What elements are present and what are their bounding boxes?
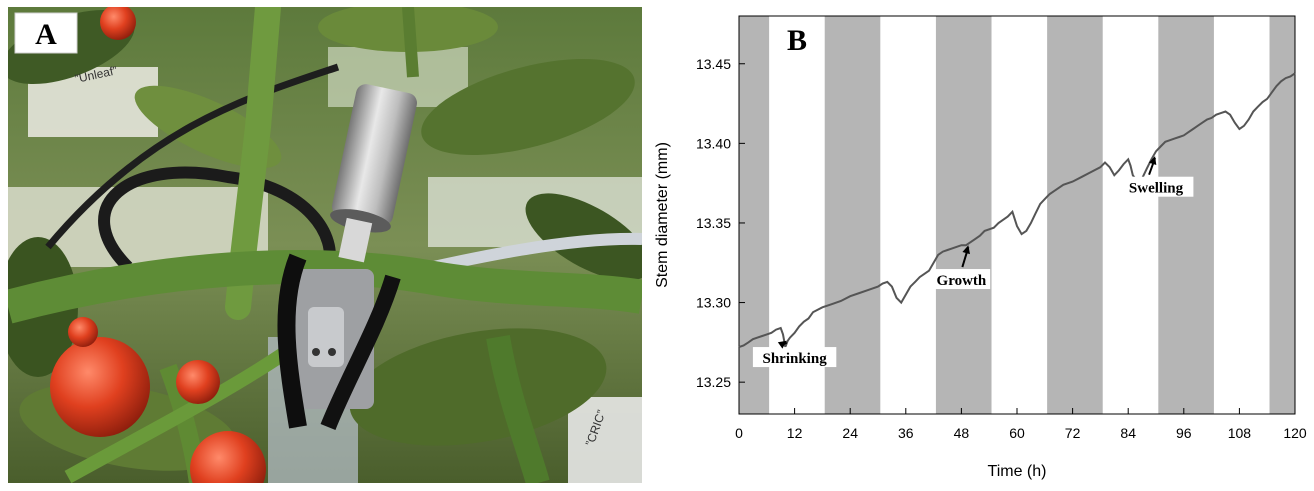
- y-tick-label: 13.40: [696, 135, 731, 151]
- x-tick-label: 60: [1009, 425, 1025, 441]
- x-tick-label: 72: [1065, 425, 1081, 441]
- y-tick-label: 13.30: [696, 295, 731, 311]
- x-tick-label: 12: [787, 425, 803, 441]
- stem-diameter-chart: 0 12 24 36 48 60 72 84 96 108 120 13.2513.3013.351…: [654, 15, 1307, 480]
- night-band: [1047, 16, 1103, 414]
- x-tick-label: 108: [1228, 425, 1252, 441]
- arrow-head-icon: [1148, 156, 1157, 166]
- y-tick-label: 13.35: [696, 215, 731, 231]
- annotation-shrinking: Shrinking: [762, 351, 827, 367]
- y-axis-title: Stem diameter (mm): [654, 142, 671, 288]
- photo-panel: ”Unleaf” ”CRIC” A: [8, 7, 642, 483]
- chart-panel: 0 12 24 36 48 60 72 84 96 108 120 13.25 13.30 13.35 1…: [645, 0, 1314, 486]
- annotation-growth: Growth: [937, 273, 987, 289]
- x-tick-label: 48: [954, 425, 970, 441]
- annotations: Shrinking Growth Swelling: [752, 156, 1194, 368]
- night-band: [1269, 16, 1295, 414]
- panel-label-box: [14, 12, 78, 54]
- x-axis-title: Time (h): [988, 463, 1047, 480]
- x-tick-label: 96: [1176, 425, 1192, 441]
- annotation-box: [752, 347, 837, 368]
- arrow-head-icon: [777, 340, 787, 349]
- arrow-head-icon: [962, 245, 970, 255]
- plant-photo: ”Unleaf” ”CRIC” A: [8, 7, 642, 483]
- x-axis: 0 12 24 36 48 60 72 84 96 108 120: [735, 408, 1307, 441]
- x-tick-label: 84: [1120, 425, 1136, 441]
- y-axis: 13.25 13.30 13.35 13.40 13.45: [696, 56, 745, 390]
- annotation-box: [932, 269, 991, 290]
- y-tick-label: 13.25: [696, 374, 731, 390]
- x-tick-label: 120: [1283, 425, 1307, 441]
- panel-label-box: [777, 22, 819, 58]
- x-tick-label: 0: [735, 425, 743, 441]
- annotation-box: [1118, 176, 1194, 197]
- x-tick-label: 24: [842, 425, 858, 441]
- panel-label-b: B: [787, 24, 807, 57]
- annotation-swelling: Swelling: [1129, 181, 1184, 197]
- x-tick-label: 36: [898, 425, 914, 441]
- panel-label-a: A: [35, 18, 57, 51]
- stem-diameter-line: [738, 72, 1296, 351]
- night-band: [1158, 16, 1214, 414]
- night-band: [935, 16, 992, 414]
- y-tick-label: 13.45: [696, 56, 731, 72]
